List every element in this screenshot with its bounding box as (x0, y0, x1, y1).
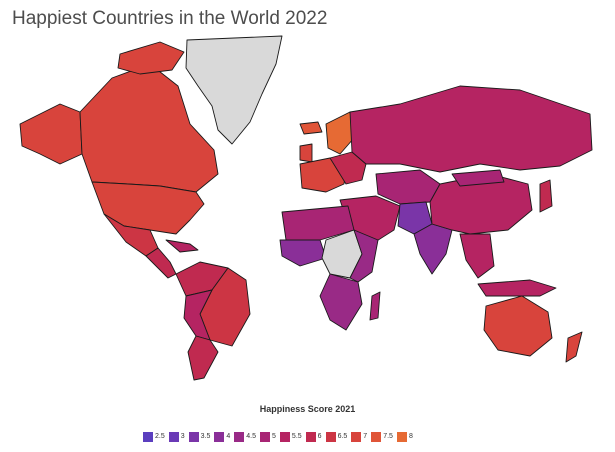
legend-label: 7 (363, 433, 368, 441)
legend-item: 4 (214, 428, 230, 446)
australia[interactable] (483, 295, 553, 357)
mongolia[interactable] (451, 169, 505, 187)
legend-item: 8 (396, 428, 413, 446)
canadian-arctic-islands[interactable] (117, 41, 185, 75)
legend-item: 6 (305, 428, 322, 446)
legend-swatch (214, 431, 225, 442)
map-title: Happiest Countries in the World 2022 (12, 8, 328, 29)
legend-swatch (396, 431, 407, 442)
legend-item: 5.5 (279, 428, 302, 446)
legend-swatch (305, 431, 316, 442)
argentina-chile[interactable] (187, 335, 219, 381)
uk[interactable] (299, 143, 313, 163)
iceland[interactable] (299, 121, 323, 135)
indonesia-philippines[interactable] (477, 279, 557, 297)
southern-africa[interactable] (319, 273, 363, 331)
legend-label: 2.5 (155, 433, 165, 441)
legend-swatch (325, 431, 336, 442)
legend-item: 2.5 (143, 428, 165, 446)
central-america[interactable] (145, 247, 177, 279)
legend-title: Happiness Score 2021 (259, 404, 356, 414)
legend-label: 6.5 (337, 433, 348, 441)
legend-swatch (260, 431, 271, 442)
legend-item: 6.5 (325, 428, 348, 446)
greenland[interactable] (185, 35, 283, 145)
japan[interactable] (539, 179, 553, 213)
legend: 2.5 3 3.5 4 4.5 5 5.5 6 6.5 7 7.5 8 (143, 428, 417, 442)
central-asia[interactable] (375, 169, 441, 205)
legend-swatch (279, 431, 290, 442)
russia[interactable] (349, 85, 593, 173)
new-zealand[interactable] (565, 331, 583, 363)
legend-swatch (371, 431, 382, 442)
legend-swatch (188, 431, 199, 442)
eastern-europe[interactable] (329, 151, 367, 185)
legend-label: 8 (408, 433, 413, 441)
world-choropleth-map[interactable] (0, 34, 615, 400)
southeast-asia[interactable] (459, 233, 495, 279)
china[interactable] (429, 173, 533, 235)
legend-swatch (168, 431, 179, 442)
legend-item: 7 (351, 428, 367, 446)
legend-label: 6 (317, 433, 322, 441)
india[interactable] (413, 223, 453, 275)
caribbean[interactable] (165, 239, 199, 253)
legend-item: 3 (168, 428, 185, 446)
legend-label: 7.5 (383, 433, 393, 441)
legend-label: 4 (226, 433, 231, 441)
legend-item: 5 (260, 428, 276, 446)
legend-label: 3.5 (200, 433, 211, 441)
west-africa[interactable] (279, 239, 327, 267)
legend-label: 3 (180, 433, 185, 441)
legend-swatch (234, 431, 245, 442)
legend-label: 4.5 (246, 433, 257, 441)
legend-label: 5 (272, 433, 276, 441)
scandinavia[interactable] (325, 111, 355, 155)
legend-item: 4.5 (234, 428, 256, 446)
legend-swatch (143, 431, 153, 442)
alaska[interactable] (19, 103, 83, 165)
madagascar[interactable] (369, 291, 381, 321)
legend-label: 5.5 (291, 433, 302, 441)
legend-swatch (351, 431, 362, 442)
legend-item: 7.5 (371, 428, 393, 446)
legend-item: 3.5 (188, 428, 211, 446)
north-africa[interactable] (281, 205, 355, 241)
